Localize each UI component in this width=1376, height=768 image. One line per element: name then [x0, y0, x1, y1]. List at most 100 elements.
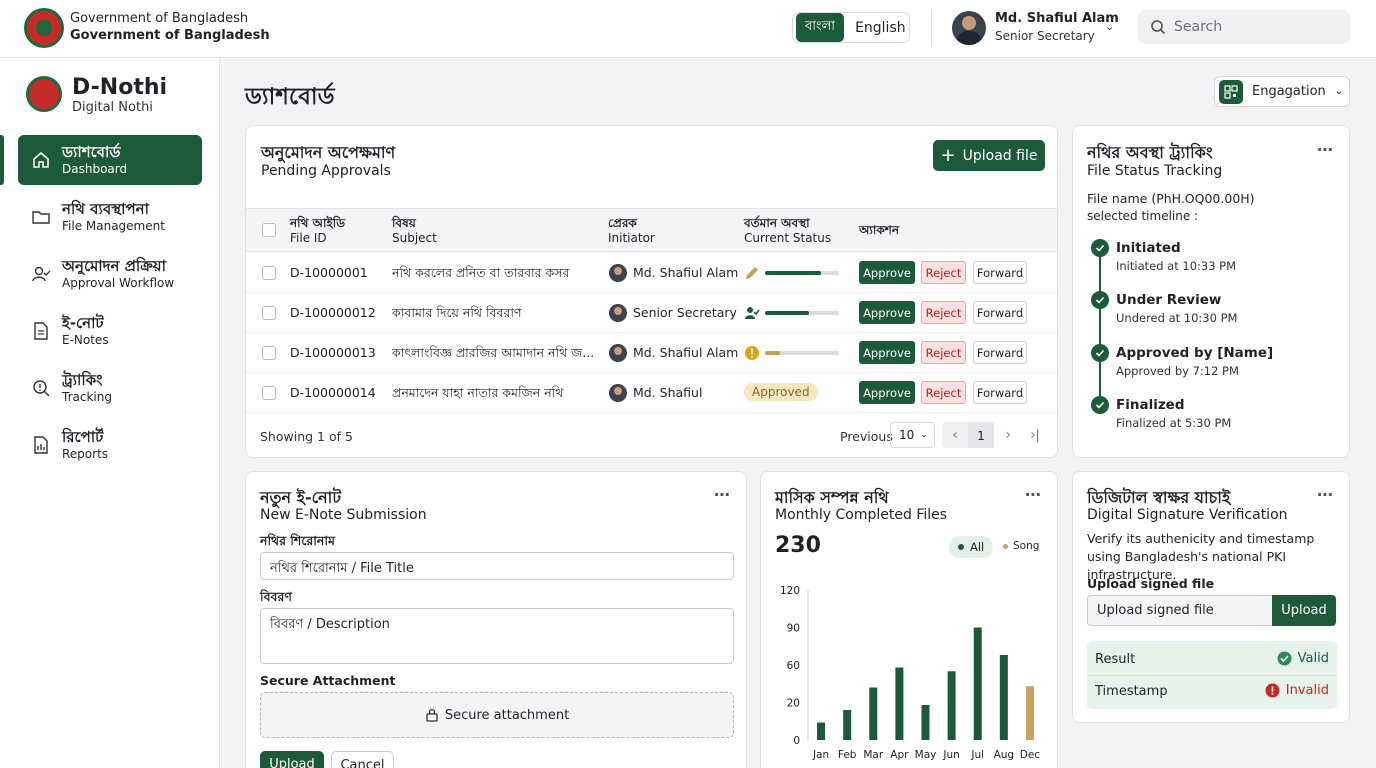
avatar — [609, 384, 627, 402]
row-checkbox[interactable] — [262, 386, 276, 400]
sidebar-item-approval-workflow[interactable]: অনুমোদন প্রক্রিয়া Approval Workflow — [18, 249, 202, 299]
sidebar-item-label-bn: ট্র্যাকিং — [62, 371, 103, 389]
sidebar-item-label-bn: অনুমোদন প্রক্রিয়া — [62, 257, 166, 275]
select-all-checkbox[interactable] — [262, 223, 276, 237]
sidebar-item-label: Reports — [62, 447, 109, 461]
bar-mar[interactable] — [869, 687, 878, 741]
document-icon — [30, 320, 52, 342]
chevron-down-icon[interactable]: ⌄ — [1105, 20, 1115, 33]
previous-page-button[interactable]: Previous — [840, 429, 893, 444]
engagement-label: Engagation — [1252, 84, 1326, 99]
language-english-button[interactable]: English — [855, 19, 906, 36]
reject-button[interactable]: Reject — [921, 301, 966, 324]
reject-button[interactable]: Reject — [921, 381, 966, 404]
chevron-right-icon[interactable]: › — [1005, 427, 1011, 443]
bar-may[interactable] — [921, 705, 930, 740]
chevron-left-icon[interactable]: ‹ — [942, 422, 968, 448]
approve-button[interactable]: Approve — [859, 301, 915, 324]
sidebar-item-label-bn: ড্যাশবোর্ড — [62, 143, 121, 161]
row-checkbox[interactable] — [262, 266, 276, 280]
approve-button[interactable]: Approve — [859, 261, 915, 284]
secure-attachment-dropzone[interactable]: Secure attachment — [260, 692, 734, 738]
x-tick-label: May — [915, 749, 937, 761]
sidebar-item-reports[interactable]: রিপোর্ট Reports — [18, 420, 202, 470]
bar-feb[interactable] — [843, 710, 852, 740]
bar-aug[interactable] — [999, 655, 1008, 740]
more-options-icon[interactable]: ⋯ — [714, 485, 731, 504]
language-toggle: বাংলা English — [792, 12, 910, 43]
more-options-icon[interactable]: ⋯ — [1317, 485, 1334, 504]
legend-dot — [958, 544, 964, 550]
sidebar-item-label: Tracking — [62, 390, 112, 404]
government-logo — [24, 8, 64, 48]
approve-button[interactable]: Approve — [859, 341, 915, 364]
file-name: File name (PhH.OQ00.00H) — [1087, 191, 1255, 206]
file-id: D-10000001 — [290, 265, 368, 280]
gov-line-2: Government of Bangladesh — [70, 28, 270, 43]
table-row[interactable]: D-100000014 প্রনমাদেন যাহা নাতার কমজিন ন… — [246, 373, 1057, 413]
table-row[interactable]: D-100000012 কাবামার দিয়ে নথি বিবরাণ Sen… — [246, 293, 1057, 333]
last-page-icon[interactable]: ›| — [1030, 427, 1040, 443]
qr-icon — [1219, 79, 1243, 104]
table-row[interactable]: D-10000001 নথি করলের প্রনিত বা তারবার কস… — [246, 253, 1057, 293]
avatar — [609, 264, 627, 282]
column-header-initiator[interactable]: প্রেরক Initiator — [608, 216, 655, 245]
sidebar-item-tracking[interactable]: ট্র্যাকিং Tracking — [18, 363, 202, 413]
row-checkbox[interactable] — [262, 306, 276, 320]
file-status-tracking-card: নথির অবস্থা ট্র্যাকিং File Status Tracki… — [1072, 125, 1350, 458]
x-tick-label: Apr — [890, 749, 909, 761]
user-name[interactable]: Md. Shafiul Alam — [995, 11, 1119, 26]
legend-all[interactable]: All — [949, 536, 994, 558]
bar-dec[interactable] — [1025, 686, 1034, 740]
forward-button[interactable]: Forward — [973, 261, 1027, 284]
status-progress-bar — [765, 271, 839, 275]
forward-button[interactable]: Forward — [973, 301, 1027, 324]
upload-file-button[interactable]: + Upload file — [933, 140, 1045, 171]
bar-jan[interactable] — [817, 722, 826, 741]
page-size-select[interactable]: 10 ⌄ — [890, 422, 935, 448]
sidebar-item-file-management[interactable]: নথি ব্যবস্থাপনা File Management — [18, 192, 202, 242]
sidebar-item-dashboard[interactable]: ড্যাশবোর্ড Dashboard — [18, 135, 202, 185]
timeline-step-title: Initiated — [1116, 240, 1181, 256]
search-icon — [1151, 20, 1166, 35]
forward-button[interactable]: Forward — [973, 381, 1027, 404]
table-row[interactable]: D-100000013 কাৎলাংবিজ্ঞ প্রারজির আমাদান … — [246, 333, 1057, 373]
cancel-button[interactable]: Cancel — [331, 751, 394, 768]
engagement-dropdown[interactable]: Engagation ⌄ — [1214, 76, 1350, 107]
card-title: নথির অবস্থা ট্র্যাকিং — [1087, 143, 1213, 162]
search-input[interactable]: Search — [1138, 10, 1350, 44]
page-number-button[interactable]: 1 — [968, 422, 994, 448]
bar-jul[interactable] — [973, 627, 982, 741]
timestamp-status: Invalid — [1265, 683, 1329, 698]
file-title-field[interactable]: নথির শিরোনাম / File Title — [260, 552, 734, 580]
upload-signed-button[interactable]: Upload — [1272, 595, 1336, 626]
file-subject: কাৎলাংবিজ্ঞ প্রারজির আমাদান নথি জ... — [392, 345, 595, 360]
legend-other[interactable]: Song — [1003, 540, 1039, 552]
gov-line-1: Government of Bangladesh — [70, 11, 249, 26]
chevron-down-icon: ⌄ — [1334, 86, 1344, 97]
reject-button[interactable]: Reject — [921, 341, 966, 364]
column-header-status[interactable]: বর্তমান অবস্থা Current Status — [744, 216, 832, 245]
forward-button[interactable]: Forward — [973, 341, 1027, 364]
column-header-file-id[interactable]: নথি আইডি File ID — [290, 216, 346, 245]
description-field[interactable]: বিবরণ / Description — [260, 608, 734, 664]
reject-button[interactable]: Reject — [921, 261, 966, 284]
column-header-subject[interactable]: বিষয় Subject — [392, 216, 437, 245]
result-value: Valid — [1297, 651, 1329, 666]
row-checkbox[interactable] — [262, 346, 276, 360]
sidebar-item-enotes[interactable]: ই-নোট E-Notes — [18, 306, 202, 356]
sidebar-item-label: Approval Workflow — [62, 276, 175, 290]
user-check-icon — [30, 263, 52, 285]
signed-file-input[interactable]: Upload signed file — [1087, 595, 1273, 626]
more-options-icon[interactable]: ⋯ — [1317, 140, 1334, 159]
bar-jun[interactable] — [947, 671, 956, 740]
avatar[interactable] — [952, 11, 986, 45]
approve-button[interactable]: Approve — [859, 381, 915, 404]
file-id: D-100000012 — [290, 305, 376, 320]
y-tick-label: 120 — [780, 585, 800, 597]
language-bangla-button[interactable]: বাংলা — [796, 13, 845, 42]
bar-apr[interactable] — [895, 667, 904, 741]
more-options-icon[interactable]: ⋯ — [1025, 485, 1042, 504]
file-subject: নথি করলের প্রনিত বা তারবার কসর — [392, 265, 570, 280]
upload-button[interactable]: Upload — [260, 751, 324, 768]
